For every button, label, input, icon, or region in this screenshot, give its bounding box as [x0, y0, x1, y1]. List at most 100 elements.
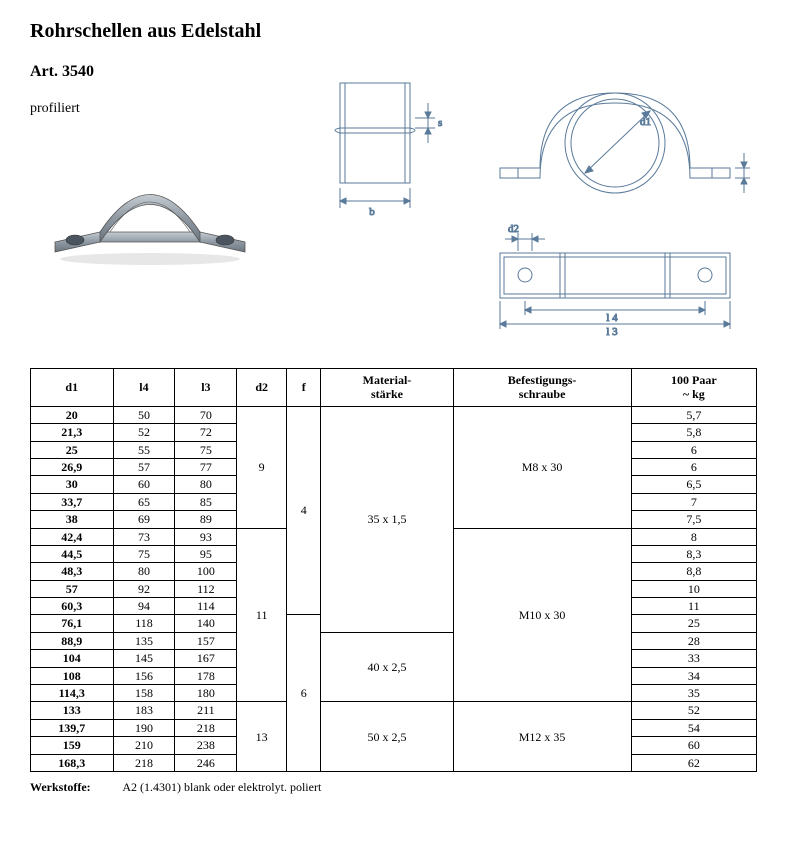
- cell-kg: 8,3: [631, 545, 756, 562]
- svg-text:s: s: [438, 117, 442, 129]
- cell-l3: 75: [175, 441, 237, 458]
- cell-schraube: M12 x 35: [453, 702, 631, 772]
- cell-l3: 140: [175, 615, 237, 632]
- cell-d1: 33,7: [31, 493, 114, 510]
- svg-text:b: b: [369, 206, 375, 218]
- cell-kg: 5,7: [631, 406, 756, 423]
- cell-l3: 100: [175, 563, 237, 580]
- cell-kg: 11: [631, 598, 756, 615]
- cell-l3: 238: [175, 737, 237, 754]
- cell-l4: 158: [113, 685, 175, 702]
- cell-d1: 44,5: [31, 545, 114, 562]
- cell-d1: 133: [31, 702, 114, 719]
- col-header: d2: [237, 369, 287, 407]
- table-row: 1331832111350 x 2,5M12 x 3552: [31, 702, 757, 719]
- cell-kg: 60: [631, 737, 756, 754]
- svg-text:d2: d2: [508, 223, 519, 235]
- cell-material: 40 x 2,5: [321, 632, 453, 702]
- cell-d2: 13: [237, 702, 287, 772]
- cell-l4: 118: [113, 615, 175, 632]
- cell-schraube: M8 x 30: [453, 406, 631, 528]
- cell-l4: 156: [113, 667, 175, 684]
- cell-d1: 168,3: [31, 754, 114, 771]
- cell-d1: 88,9: [31, 632, 114, 649]
- cell-kg: 35: [631, 685, 756, 702]
- cell-kg: 6: [631, 458, 756, 475]
- cell-kg: 7,5: [631, 511, 756, 528]
- cell-kg: 34: [631, 667, 756, 684]
- cell-l4: 65: [113, 493, 175, 510]
- cell-l4: 135: [113, 632, 175, 649]
- cell-d2: 11: [237, 528, 287, 702]
- technical-drawings: b s: [310, 63, 757, 348]
- cell-l3: 85: [175, 493, 237, 510]
- cell-d1: 38: [31, 511, 114, 528]
- article-number: Art. 3540: [30, 63, 290, 81]
- cell-l3: 112: [175, 580, 237, 597]
- cell-kg: 5,8: [631, 424, 756, 441]
- cell-l4: 218: [113, 754, 175, 771]
- cell-material: 50 x 2,5: [321, 702, 453, 772]
- table-row: 2050709435 x 1,5M8 x 305,7: [31, 406, 757, 423]
- cell-l4: 73: [113, 528, 175, 545]
- cell-l4: 52: [113, 424, 175, 441]
- cell-l4: 75: [113, 545, 175, 562]
- cell-kg: 10: [631, 580, 756, 597]
- cell-l3: 211: [175, 702, 237, 719]
- cell-l3: 114: [175, 598, 237, 615]
- col-header: l3: [175, 369, 237, 407]
- cell-l3: 72: [175, 424, 237, 441]
- cell-l3: 77: [175, 458, 237, 475]
- cell-l3: 218: [175, 719, 237, 736]
- col-header: d1: [31, 369, 114, 407]
- cell-l4: 92: [113, 580, 175, 597]
- cell-d1: 30: [31, 476, 114, 493]
- cell-l4: 50: [113, 406, 175, 423]
- cell-d1: 76,1: [31, 615, 114, 632]
- cell-d1: 159: [31, 737, 114, 754]
- cell-l4: 57: [113, 458, 175, 475]
- cell-l3: 89: [175, 511, 237, 528]
- cell-l3: 180: [175, 685, 237, 702]
- cell-l4: 145: [113, 650, 175, 667]
- table-row: 88,913515740 x 2,528: [31, 632, 757, 649]
- cell-d1: 139,7: [31, 719, 114, 736]
- subtitle: profiliert: [30, 101, 290, 117]
- cell-kg: 54: [631, 719, 756, 736]
- cell-kg: 6: [631, 441, 756, 458]
- cell-l3: 246: [175, 754, 237, 771]
- cell-l3: 70: [175, 406, 237, 423]
- cell-d1: 60,3: [31, 598, 114, 615]
- cell-kg: 7: [631, 493, 756, 510]
- cell-d1: 42,4: [31, 528, 114, 545]
- svg-text:d1: d1: [640, 116, 651, 128]
- cell-d1: 21,3: [31, 424, 114, 441]
- cell-l4: 210: [113, 737, 175, 754]
- col-header: Befestigungs-schraube: [453, 369, 631, 407]
- col-header: f: [287, 369, 321, 407]
- cell-kg: 8: [631, 528, 756, 545]
- cell-kg: 33: [631, 650, 756, 667]
- cell-kg: 8,8: [631, 563, 756, 580]
- cell-kg: 25: [631, 615, 756, 632]
- cell-d1: 26,9: [31, 458, 114, 475]
- cell-material: 35 x 1,5: [321, 406, 453, 632]
- material-footer: Werkstoffe: A2 (1.4301) blank oder elekt…: [30, 780, 757, 795]
- product-render: [30, 127, 270, 287]
- col-header: 100 Paar~ kg: [631, 369, 756, 407]
- cell-d1: 20: [31, 406, 114, 423]
- material-text: A2 (1.4301) blank oder elektrolyt. polie…: [122, 780, 321, 794]
- cell-l4: 94: [113, 598, 175, 615]
- cell-d1: 104: [31, 650, 114, 667]
- cell-l4: 60: [113, 476, 175, 493]
- cell-f: 6: [287, 615, 321, 772]
- col-header: Material-stärke: [321, 369, 453, 407]
- page-title: Rohrschellen aus Edelstahl: [30, 20, 757, 43]
- left-column: Art. 3540 profiliert: [30, 63, 290, 287]
- material-label: Werkstoffe:: [30, 780, 120, 795]
- cell-d1: 48,3: [31, 563, 114, 580]
- cell-kg: 62: [631, 754, 756, 771]
- cell-d1: 108: [31, 667, 114, 684]
- cell-l3: 93: [175, 528, 237, 545]
- cell-kg: 28: [631, 632, 756, 649]
